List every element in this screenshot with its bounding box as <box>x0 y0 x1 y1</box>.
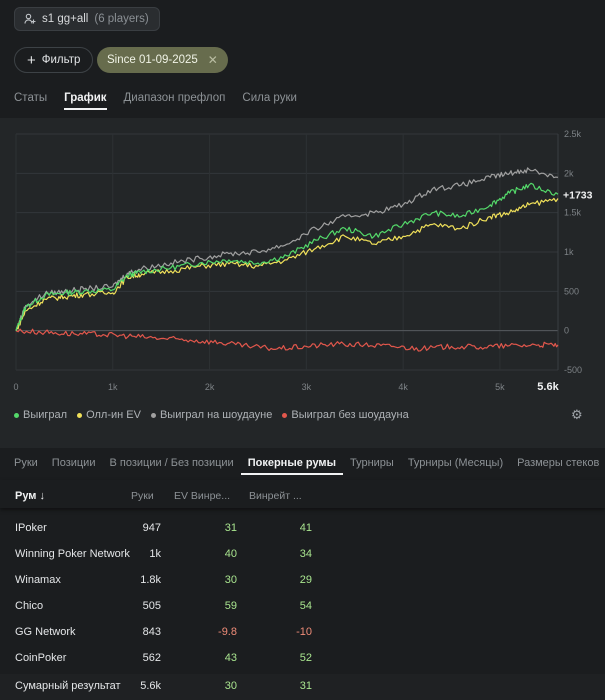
tab-hand-strength[interactable]: Сила руки <box>242 92 297 104</box>
date-chip-label: Since 01-09-2025 <box>107 54 198 66</box>
plus-icon: + <box>27 51 36 69</box>
chart-legend: Выиграл Олл-ин EV Выиграл на шоудауне Вы… <box>14 409 409 421</box>
legend-dot <box>282 412 288 418</box>
y-tick-label: 500 <box>564 286 579 296</box>
player-selector[interactable]: s1 gg+all (6 players) <box>14 7 160 31</box>
cell-hands: 505 <box>142 600 161 612</box>
table-row[interactable]: Winamax 1.8k 30 29 <box>0 568 605 594</box>
chart-svg: 2.5k 2k 1.5k 1k 500 0 -500 0 1k 2k 3k 4k 5k 5.6k +1733 <box>13 129 593 393</box>
cell-room: Winamax <box>15 574 61 586</box>
tab-stats[interactable]: Статы <box>14 92 48 104</box>
legend-item-non-showdown[interactable]: Выиграл без шоудауна <box>282 409 409 421</box>
tab-stack-sizes[interactable]: Размеры стеков <box>517 457 600 469</box>
table-total-row: Сумарный результат 5.6k 30 31 <box>0 674 605 700</box>
top-tabs: Статы График Диапазон префлоп Сила руки <box>14 92 297 110</box>
x-tick-label: 2k <box>205 382 215 392</box>
legend-item-won[interactable]: Выиграл <box>14 409 67 421</box>
cell-room: Chico <box>15 600 44 612</box>
tab-preflop-range[interactable]: Диапазон префлоп <box>123 92 226 104</box>
cell-room: IPoker <box>15 522 47 534</box>
legend-item-showdown[interactable]: Выиграл на шоудауне <box>150 409 273 421</box>
y-tick-label: 1.5k <box>564 208 582 218</box>
cell-hands: 1.8k <box>140 574 161 586</box>
cell-winrate: 52 <box>299 652 312 664</box>
close-icon[interactable]: ✕ <box>207 53 218 67</box>
table-row[interactable]: IPoker 947 31 41 <box>0 516 605 542</box>
cell-winrate: -10 <box>296 626 312 638</box>
date-filter-chip[interactable]: Since 01-09-2025 ✕ <box>97 47 228 73</box>
tab-positions[interactable]: Позиции <box>51 457 96 469</box>
legend-label: Выиграл <box>23 409 68 421</box>
filter-button[interactable]: + Фильтр <box>14 47 94 73</box>
series-line <box>15 182 559 331</box>
end-value-label: +1733 <box>563 189 593 201</box>
cell-hands: 1k <box>149 548 161 560</box>
table-header: Рум ↓ Руки EV Винре... Винрейт ... <box>0 480 605 508</box>
gear-icon[interactable]: ⚙ <box>571 407 583 422</box>
tab-graph[interactable]: График <box>64 92 107 110</box>
series-line <box>15 197 559 331</box>
winnings-chart: 2.5k 2k 1.5k 1k 500 0 -500 0 1k 2k 3k 4k 5k 5.6k +1733 <box>0 118 605 448</box>
cell-room: Сумарный результат <box>15 680 121 692</box>
legend-dot <box>77 412 83 418</box>
cell-ev: 31 <box>224 522 237 534</box>
cell-hands: 947 <box>142 522 161 534</box>
table-row[interactable]: Winning Poker Network 1k 40 34 <box>0 542 605 568</box>
y-tick-label: 0 <box>564 326 569 336</box>
x-tick-label: 5.6k <box>537 381 559 393</box>
tab-ip-oop[interactable]: В позиции / Без позиции <box>109 457 234 469</box>
y-tick-label: 1k <box>564 247 574 257</box>
cell-ev: 30 <box>224 574 237 586</box>
column-winrate[interactable]: Винрейт ... <box>249 490 302 502</box>
table-row[interactable]: Chico 505 59 54 <box>0 594 605 620</box>
cell-hands: 5.6k <box>140 680 161 692</box>
tab-tournaments[interactable]: Турниры <box>349 457 394 469</box>
x-tick-label: 0 <box>13 382 18 392</box>
legend-dot <box>150 412 156 418</box>
cell-ev: -9.8 <box>218 626 237 638</box>
cell-winrate: 34 <box>299 548 312 560</box>
cell-hands: 562 <box>142 652 161 664</box>
y-tick-label: 2k <box>564 168 574 178</box>
x-tick-label: 1k <box>108 382 118 392</box>
tab-hands[interactable]: Руки <box>14 457 38 469</box>
cell-room: CoinPoker <box>15 652 67 664</box>
cell-hands: 843 <box>142 626 161 638</box>
table-row[interactable]: CoinPoker 562 43 52 <box>0 646 605 672</box>
stats-sub-tabs: Руки Позиции В позиции / Без позиции Пок… <box>14 457 605 475</box>
legend-label: Олл-ин EV <box>86 409 141 421</box>
users-icon <box>24 13 36 24</box>
column-room[interactable]: Рум ↓ <box>15 490 46 502</box>
cell-room: Winning Poker Network <box>15 548 130 560</box>
legend-label: Выиграл на шоудауне <box>159 409 273 421</box>
cell-ev: 30 <box>224 680 237 692</box>
cell-winrate: 41 <box>299 522 312 534</box>
player-count: (6 players) <box>94 13 149 25</box>
y-tick-label: -500 <box>564 365 582 375</box>
series-line <box>15 328 559 352</box>
y-tick-label: 2.5k <box>564 129 582 139</box>
legend-dot <box>14 412 19 418</box>
table-row[interactable]: GG Network 843 -9.8 -10 <box>0 620 605 646</box>
x-tick-label: 3k <box>302 382 312 392</box>
column-ev-winrate[interactable]: EV Винре... <box>174 490 231 502</box>
legend-label: Выиграл без шоудауна <box>291 409 409 421</box>
tab-tournaments-months[interactable]: Турниры (Месяцы) <box>407 457 504 469</box>
cell-winrate: 29 <box>299 574 312 586</box>
cell-ev: 59 <box>224 600 237 612</box>
column-hands[interactable]: Руки <box>131 490 154 502</box>
cell-winrate: 31 <box>299 680 312 692</box>
x-tick-label: 4k <box>398 382 408 392</box>
cell-room: GG Network <box>15 626 76 638</box>
legend-item-allin-ev[interactable]: Олл-ин EV <box>77 409 141 421</box>
filter-label: Фильтр <box>41 54 81 66</box>
player-label: s1 gg+all <box>42 13 89 25</box>
cell-ev: 43 <box>224 652 237 664</box>
tab-poker-rooms[interactable]: Покерные румы <box>240 457 343 475</box>
series-line <box>15 167 559 331</box>
x-tick-label: 5k <box>495 382 505 392</box>
cell-winrate: 54 <box>299 600 312 612</box>
cell-ev: 40 <box>224 548 237 560</box>
